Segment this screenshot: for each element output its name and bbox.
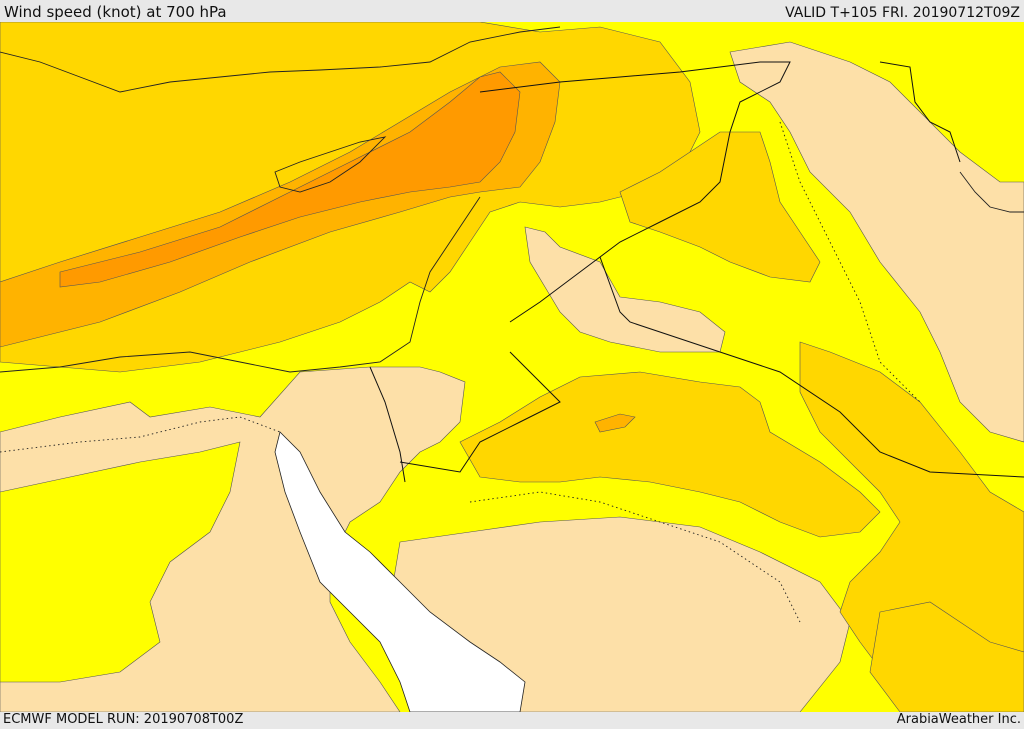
calm-area-jordan-iraq [524,226,726,353]
valid-time: VALID T+105 FRI. 20190712T09Z [785,5,1020,21]
border-dotted-saudi [469,491,801,623]
wind-speed-map [0,22,1024,712]
moderate-area-saudi-north [459,371,881,538]
calm-area-iraq-east [729,41,1024,443]
border-egypt-israel [369,366,406,483]
coastline-gulf [959,171,1024,213]
coastline-med [0,196,481,373]
strong-area-jordan [594,413,636,433]
coastline-cyprus [274,136,387,193]
border-dotted-egypt [0,416,281,453]
title-bar: Wind speed (knot) at 700 hPa VALID T+105… [0,0,1024,22]
moderate-area-iraq-west [619,131,821,283]
map-title: Wind speed (knot) at 700 hPa [4,3,227,21]
border-dotted-iraq [779,121,921,403]
border-jordan-saudi [399,351,561,473]
coastline-turkey [0,26,561,93]
moderate-area-gulf [869,601,1024,712]
red-sea [274,431,526,712]
border-iran-iraq [879,61,961,163]
stronger-core [59,71,521,288]
calm-area-north-sinai [0,441,241,683]
credit: ArabiaWeather Inc. [896,712,1021,727]
border-iraq-saudi [599,256,1024,478]
model-run: ECMWF MODEL RUN: 20190708T00Z [3,712,244,727]
footer-bar: ECMWF MODEL RUN: 20190708T00Z ArabiaWeat… [0,712,1024,729]
